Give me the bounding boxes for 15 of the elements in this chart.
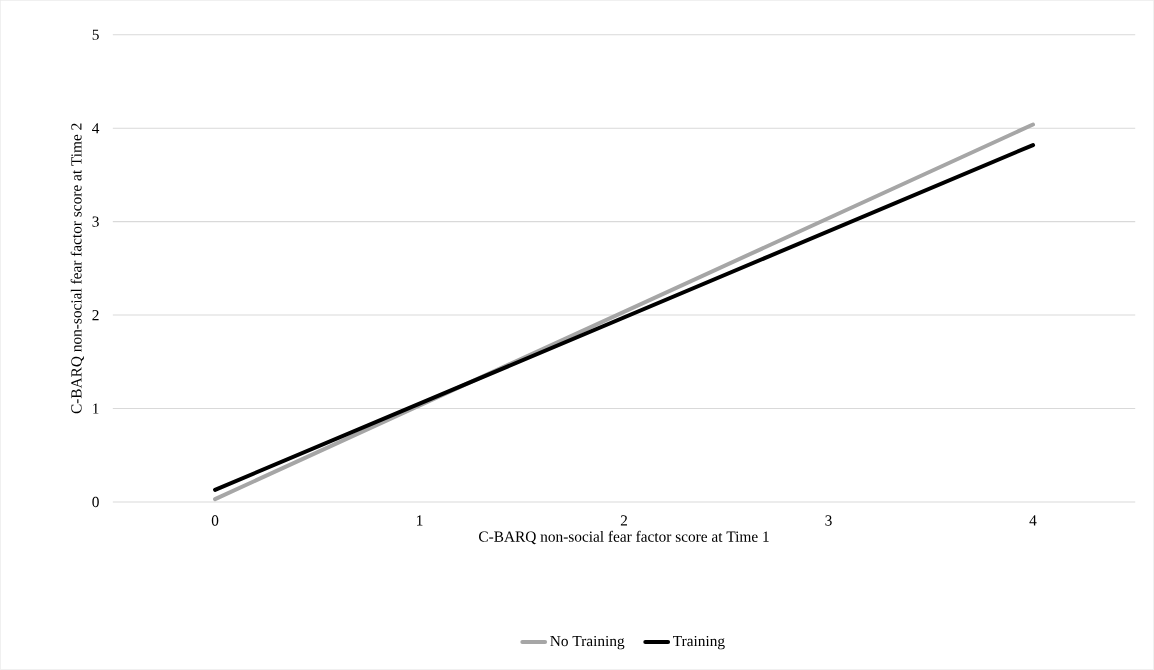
- y-axis-title: C-BARQ non-social fear factor score at Time 2: [70, 123, 84, 414]
- x-tick-label: 3: [825, 515, 832, 526]
- y-tick-label: 4: [92, 123, 100, 134]
- x-axis-title: C-BARQ non-social fear factor score at Time 1: [479, 530, 769, 545]
- x-tick-label: 0: [211, 515, 219, 526]
- y-tick-label: 5: [92, 29, 99, 40]
- y-tick-label: 2: [92, 310, 99, 321]
- legend-label: No Training: [550, 636, 625, 650]
- x-tick-label: 1: [417, 515, 423, 526]
- legend-label: Training: [673, 636, 725, 650]
- y-tick-label: 0: [92, 496, 99, 508]
- x-tick-label: 2: [620, 515, 628, 526]
- x-tick-label: 4: [1029, 515, 1037, 526]
- y-tick-label: 1: [93, 403, 99, 414]
- y-tick-label: 3: [92, 216, 99, 227]
